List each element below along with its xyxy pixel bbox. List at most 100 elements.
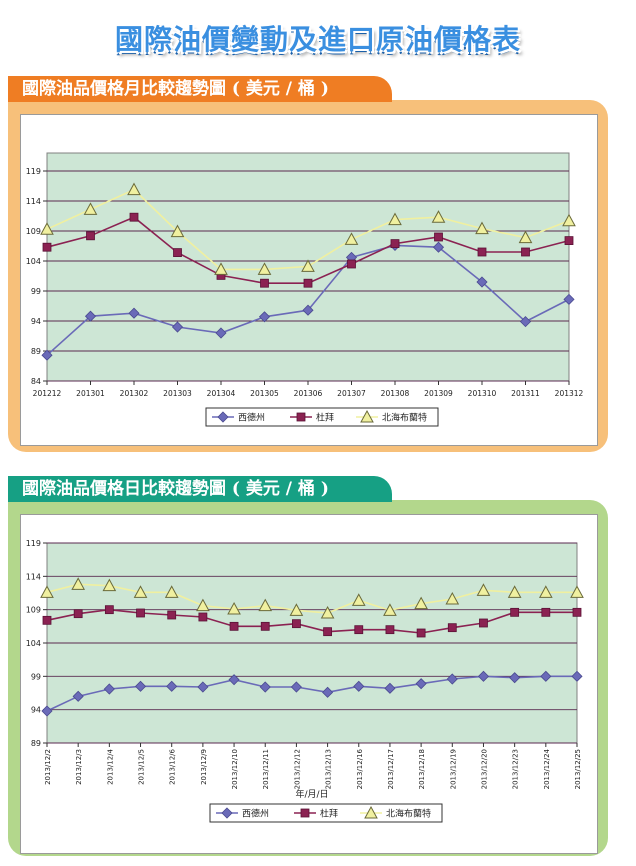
- legend-entry: 杜拜: [316, 412, 334, 424]
- data-point: [354, 625, 364, 635]
- data-point: [167, 610, 177, 620]
- data-point: [215, 327, 227, 339]
- data-point: [475, 221, 489, 235]
- x-tick-label: 2013/12/6: [169, 748, 177, 784]
- data-point: [166, 680, 178, 692]
- x-tick-label: 2013/12/2: [44, 749, 52, 785]
- data-point: [72, 690, 84, 702]
- y-tick-label: 114: [26, 197, 41, 206]
- data-point: [41, 349, 53, 361]
- data-point: [259, 681, 271, 693]
- data-point: [40, 585, 54, 598]
- data-point: [103, 683, 115, 695]
- data-point: [323, 627, 332, 637]
- data-point: [301, 259, 315, 272]
- data-point: [260, 278, 269, 288]
- x-axis-label: 年/月/日: [295, 788, 328, 800]
- y-tick-label: 119: [26, 539, 41, 548]
- data-point: [385, 625, 395, 635]
- legend-marker: [221, 807, 233, 819]
- data-point: [384, 682, 396, 694]
- data-point: [170, 224, 185, 238]
- data-point: [302, 304, 314, 316]
- data-point: [416, 628, 426, 638]
- data-point: [344, 232, 359, 245]
- legend-marker: [217, 411, 229, 423]
- data-point: [84, 310, 97, 322]
- data-point: [229, 621, 239, 631]
- data-point: [538, 585, 553, 598]
- x-tick-label: 201301: [76, 389, 105, 398]
- data-point: [173, 248, 182, 258]
- series-line-1: [46, 608, 577, 634]
- y-tick-label: 119: [26, 167, 41, 176]
- y-tick-label: 99: [31, 287, 41, 296]
- x-tick-label: 2013/12/9: [200, 749, 208, 785]
- x-tick-label: 2013/12/11: [262, 749, 270, 789]
- monthly-chart-title: 國際油品價格月比較趨勢圖 ( 美元 / 桶 ): [8, 76, 392, 102]
- x-tick-label: 201302: [120, 389, 149, 398]
- data-point: [540, 670, 552, 682]
- x-tick-label: 2013/12/23: [512, 749, 520, 789]
- y-tick-label: 84: [31, 377, 41, 386]
- data-point: [257, 262, 272, 275]
- x-tick-label: 2013/12/5: [138, 749, 146, 785]
- data-point: [347, 259, 356, 269]
- data-point: [563, 293, 575, 305]
- data-point: [351, 593, 366, 606]
- data-point: [127, 182, 141, 196]
- legend-entry: 西德州: [238, 412, 265, 424]
- data-point: [510, 607, 520, 617]
- x-tick-label: 201312: [555, 389, 584, 398]
- x-tick-label: 2013/12/10: [231, 749, 239, 789]
- data-point: [541, 607, 551, 617]
- data-point: [134, 680, 147, 692]
- data-point: [290, 681, 302, 693]
- monthly-chart: 84 89 94 99 104 109 114 119 201212 201301 201302 20…: [26, 152, 584, 427]
- data-point: [570, 585, 584, 598]
- data-point: [477, 670, 490, 682]
- x-tick-label: 2013/12/25: [574, 749, 582, 789]
- data-point: [322, 686, 334, 698]
- data-point: [133, 585, 148, 598]
- x-tick-label: 201309: [424, 389, 453, 398]
- series-line-2: [46, 583, 577, 614]
- data-point: [477, 247, 487, 257]
- y-tick-label: 89: [31, 739, 41, 748]
- data-point: [73, 609, 83, 619]
- x-tick-label: 2013/12/20: [480, 749, 488, 789]
- data-point: [562, 213, 576, 227]
- y-tick-label: 114: [26, 572, 41, 581]
- x-tick-label: 2013/12/12: [293, 749, 301, 789]
- y-tick-label: 104: [26, 257, 41, 266]
- legend-entry: 北海布蘭特: [386, 808, 431, 820]
- daily-chart-card: 89 94 99 104 109 114 119 2013/12/2 2013/12/3 2013…: [20, 514, 598, 854]
- data-point: [434, 232, 443, 242]
- data-point: [564, 236, 574, 245]
- y-tick-label: 104: [26, 639, 41, 648]
- data-point: [571, 670, 583, 682]
- data-point: [136, 608, 145, 618]
- legend-marker: [300, 808, 310, 818]
- legend-marker: [360, 409, 374, 423]
- data-point: [476, 583, 491, 596]
- data-point: [102, 578, 117, 592]
- daily-chart: 89 94 99 104 109 114 119 2013/12/2 2013/12/3 2013…: [26, 539, 584, 823]
- y-tick-label: 99: [31, 672, 41, 681]
- x-tick-label: 2013/12/4: [106, 748, 114, 784]
- data-point: [104, 605, 114, 615]
- data-point: [289, 603, 304, 616]
- data-point: [40, 222, 54, 235]
- data-point: [41, 705, 53, 717]
- data-point: [519, 316, 532, 328]
- legend-entry: 西德州: [242, 808, 269, 820]
- x-tick-label: 2013/12/17: [387, 749, 395, 789]
- y-tick-label: 109: [26, 227, 41, 236]
- x-tick-label: 2013/12/18: [418, 749, 426, 789]
- data-point: [83, 202, 98, 215]
- x-tick-label: 201303: [163, 389, 192, 398]
- legend-entry: 杜拜: [320, 808, 338, 820]
- data-point: [129, 212, 139, 222]
- x-tick-label: 2013/12/13: [325, 749, 333, 789]
- data-point: [431, 210, 446, 223]
